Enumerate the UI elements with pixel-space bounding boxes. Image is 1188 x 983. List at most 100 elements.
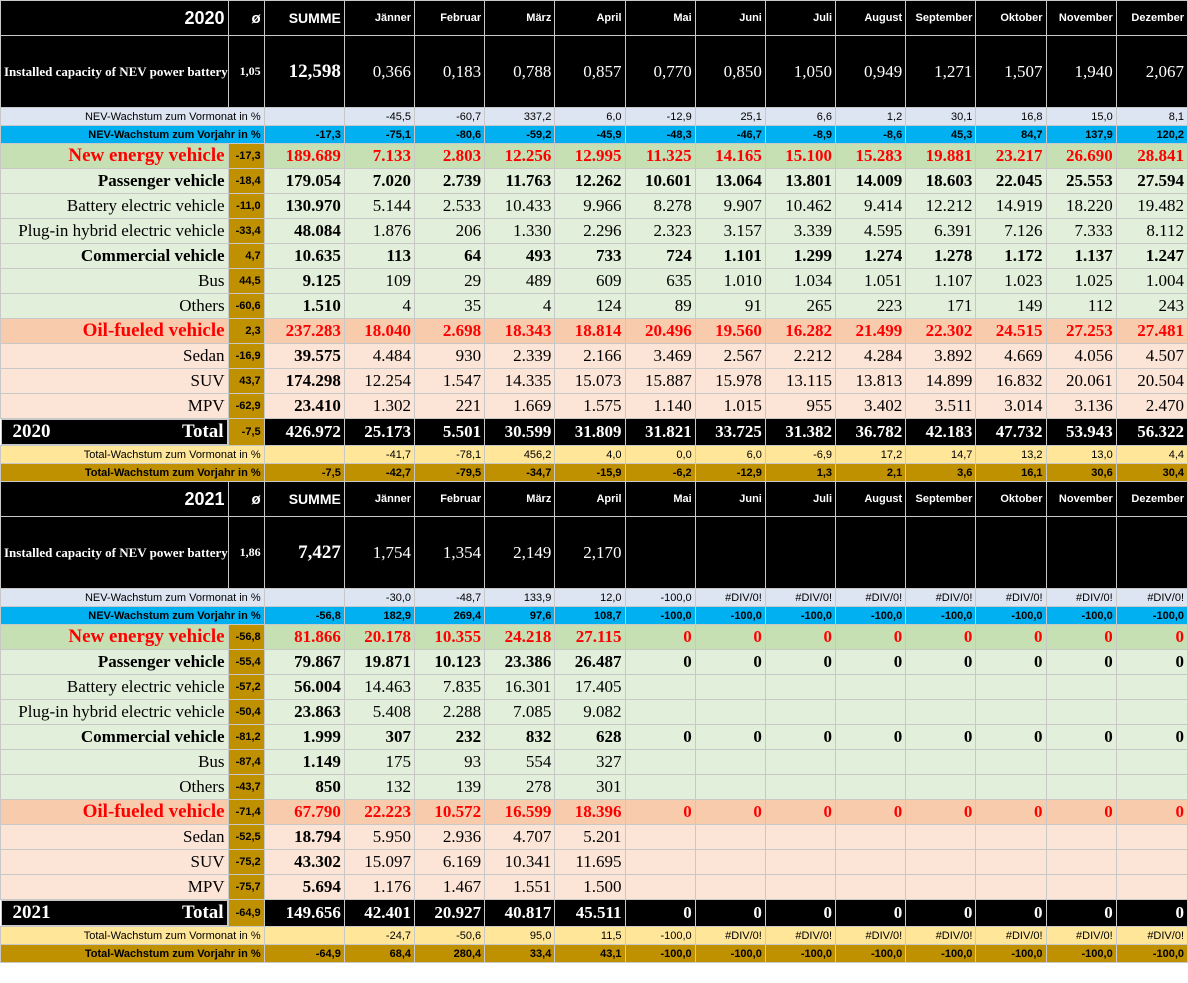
- row-value: 0: [905, 624, 977, 650]
- row-value: 14.463: [343, 674, 416, 700]
- row-value: 4.669: [975, 343, 1047, 369]
- nev-yoy-label: NEV-Wachstum zum Vorjahr in %: [0, 125, 265, 144]
- month-header: Februar: [413, 0, 486, 36]
- row-value: 554: [484, 749, 556, 775]
- data-row: SUV 43,7 174.298 12.254 1.547 14.335 15.073 15.…: [0, 368, 1188, 394]
- row-value: [975, 874, 1047, 900]
- row-value: [694, 849, 766, 875]
- row-value: 171: [905, 293, 977, 319]
- total-avg: -64,9: [227, 899, 265, 927]
- data-row: SUV -75,2 43.302 15.097 6.169 10.341 11.695: [0, 849, 1188, 875]
- total-year: 2021: [12, 902, 51, 923]
- row-value: [1115, 849, 1188, 875]
- row-value: [694, 824, 766, 850]
- month-header: August: [835, 0, 907, 36]
- row-value: 5.950: [343, 824, 416, 850]
- total-mom-value: -100,0: [624, 926, 696, 945]
- row-value: [1045, 849, 1117, 875]
- row-value: 27.115: [554, 624, 626, 650]
- total-yoy-value: -15,9: [554, 463, 626, 482]
- row-avg: -62,9: [227, 393, 265, 419]
- row-value: [1045, 699, 1117, 725]
- capacity-value: [624, 516, 696, 589]
- nev-mom-value: #DIV/0!: [1115, 588, 1188, 607]
- capacity-value: 0,770: [624, 35, 696, 108]
- row-value: [1115, 874, 1188, 900]
- total-mom-value: 0,0: [624, 445, 696, 464]
- nev-yoy-row: NEV-Wachstum zum Vorjahr in % -56,8 182,9 2…: [0, 606, 1188, 625]
- capacity-value: 0,366: [343, 35, 416, 108]
- capacity-value: 0,857: [554, 35, 626, 108]
- row-value: [1115, 674, 1188, 700]
- total-mom-sum: [263, 445, 345, 464]
- row-value: 1.172: [975, 243, 1047, 269]
- row-value: [1045, 774, 1117, 800]
- nev-mom-value: 6,6: [764, 107, 837, 126]
- row-value: [905, 849, 977, 875]
- row-avg: -60,6: [227, 293, 265, 319]
- row-value: [624, 824, 696, 850]
- row-value: 223: [835, 293, 907, 319]
- row-value: [905, 774, 977, 800]
- row-value: 27.594: [1115, 168, 1188, 194]
- row-value: 1.547: [413, 368, 486, 394]
- row-value: 0: [764, 624, 837, 650]
- total-yoy-label: Total-Wachstum zum Vorjahr in %: [0, 944, 265, 963]
- nev-yoy-value: -100,0: [835, 606, 907, 625]
- nev-yoy-value: -8,9: [764, 125, 837, 144]
- row-value: 0: [975, 799, 1047, 825]
- total-mom-value: 456,2: [484, 445, 556, 464]
- data-row: Battery electric vehicle -11,0 130.970 5.14…: [0, 193, 1188, 219]
- capacity-value: [1115, 516, 1188, 589]
- row-value: 1.010: [694, 268, 766, 294]
- row-value: [694, 874, 766, 900]
- total-mom-value: 95,0: [484, 926, 556, 945]
- row-label: Bus: [0, 749, 229, 775]
- data-row: Commercial vehicle 4,7 10.635 113 64 493 733 72…: [0, 243, 1188, 269]
- row-value: 5.144: [343, 193, 416, 219]
- capacity-value: [905, 516, 977, 589]
- total-avg: -7,5: [227, 418, 265, 446]
- total-yoy-value: -100,0: [764, 944, 837, 963]
- total-yoy-value: 30,6: [1045, 463, 1117, 482]
- total-yoy-value: -34,7: [484, 463, 556, 482]
- nev-yoy-value: 269,4: [413, 606, 486, 625]
- row-sum: 67.790: [263, 799, 345, 825]
- row-value: 493: [484, 243, 556, 269]
- total-yoy-sum: -7,5: [263, 463, 345, 482]
- row-avg: 4,7: [227, 243, 265, 269]
- row-avg: -18,4: [227, 168, 265, 194]
- nev-yoy-value: -46,7: [694, 125, 766, 144]
- row-value: 2.803: [413, 143, 486, 169]
- total-mom-sum: [263, 926, 345, 945]
- row-value: [764, 774, 837, 800]
- total-value: 25.173: [343, 418, 416, 446]
- total-value: 30.599: [484, 418, 556, 446]
- row-value: 14.899: [905, 368, 977, 394]
- row-avg: -56,8: [227, 624, 265, 650]
- nev-mom-value: 8,1: [1115, 107, 1188, 126]
- total-value: 45.511: [554, 899, 626, 927]
- row-value: 23.386: [484, 649, 556, 675]
- row-value: [835, 874, 907, 900]
- nev-mom-value: 6,0: [554, 107, 626, 126]
- row-sum: 5.694: [263, 874, 345, 900]
- row-value: [835, 749, 907, 775]
- row-value: 10.433: [484, 193, 556, 219]
- row-value: 132: [343, 774, 416, 800]
- total-yoy-value: 3,6: [905, 463, 977, 482]
- row-label: Sedan: [0, 343, 229, 369]
- row-value: 1.051: [835, 268, 907, 294]
- row-value: 19.482: [1115, 193, 1188, 219]
- row-value: 265: [764, 293, 837, 319]
- row-value: 2.166: [554, 343, 626, 369]
- month-header: Juli: [764, 0, 837, 36]
- row-value: 0: [975, 624, 1047, 650]
- row-value: 17.405: [554, 674, 626, 700]
- month-header: November: [1045, 0, 1117, 36]
- row-value: 2.567: [694, 343, 766, 369]
- total-yoy-value: 30,4: [1115, 463, 1188, 482]
- row-value: 3.339: [764, 218, 837, 244]
- capacity-sum: 12,598: [263, 35, 345, 108]
- row-value: 609: [554, 268, 626, 294]
